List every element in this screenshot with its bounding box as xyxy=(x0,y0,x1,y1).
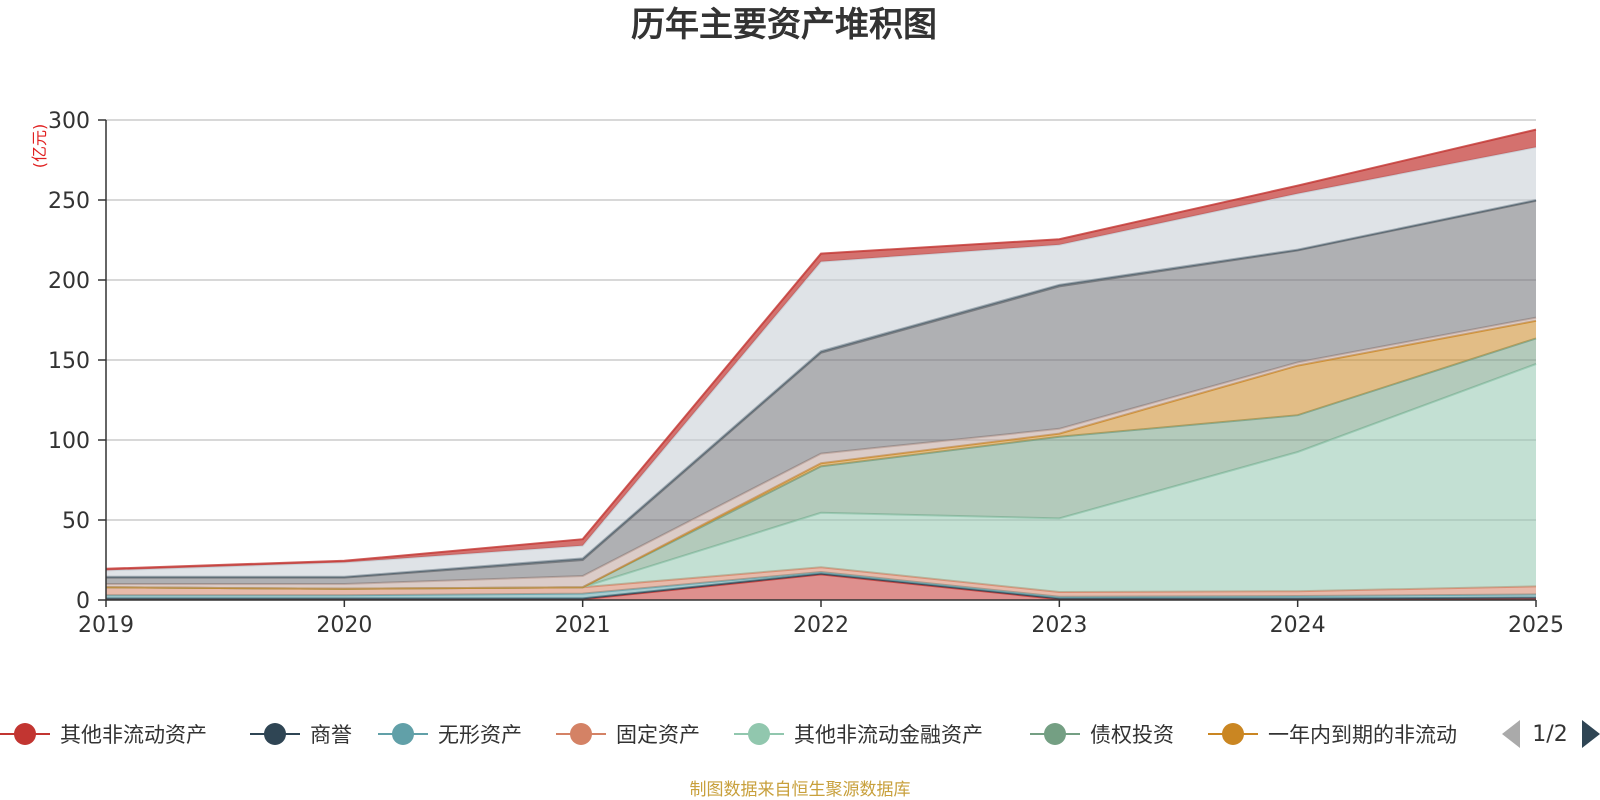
legend-next-page-icon[interactable] xyxy=(1582,720,1600,748)
x-tick-label: 2024 xyxy=(1270,613,1326,638)
legend-item-1[interactable]: 商誉 xyxy=(250,723,352,747)
area-top-line xyxy=(105,128,1537,570)
legend-marker-icon xyxy=(392,723,414,745)
y-tick-label: 200 xyxy=(48,269,90,294)
area-fill xyxy=(106,364,1536,592)
y-tick-label: 0 xyxy=(76,589,90,614)
axes: 2019 2020 2021 2022 2023 2024 2025 xyxy=(78,119,1564,638)
legend-label: 其他非流动金融资产 xyxy=(794,723,983,747)
y-tick-label: 250 xyxy=(48,189,90,214)
area-fill xyxy=(106,338,1536,589)
legend-item-3[interactable]: 固定资产 xyxy=(556,723,700,747)
area-fill xyxy=(106,200,1536,585)
x-tick-label: 2025 xyxy=(1508,613,1564,638)
area-series-group xyxy=(105,128,1537,601)
legend-item-0[interactable]: 其他非流动资产 xyxy=(0,723,207,747)
data-source-note: 制图数据来自恒生聚源数据库 xyxy=(690,780,911,800)
y-tick-label: 300 xyxy=(48,109,90,134)
legend-label: 固定资产 xyxy=(616,723,700,747)
y-tick-label: 100 xyxy=(48,429,90,454)
legend-item-2[interactable]: 无形资产 xyxy=(378,723,522,747)
legend-label: 债权投资 xyxy=(1090,723,1174,747)
area-fill xyxy=(106,567,1536,597)
x-tick-label: 2023 xyxy=(1031,613,1087,638)
legend: 其他非流动资产 商誉 无形资产 固定资产 其他非流动金融资产 债权投资 一年内到期的非流动 xyxy=(0,723,1457,747)
legend-label: 其他非流动资产 xyxy=(60,723,207,747)
y-tick-label: 50 xyxy=(62,509,90,534)
legend-marker-icon xyxy=(264,723,286,745)
legend-prev-page-icon[interactable] xyxy=(1502,720,1520,748)
legend-marker-icon xyxy=(14,723,36,745)
y-axis-unit: (亿元) xyxy=(30,124,49,169)
chart-title: 历年主要资产堆积图 xyxy=(631,5,937,45)
area-fill xyxy=(106,574,1536,600)
legend-marker-icon xyxy=(1222,723,1244,745)
legend-marker-icon xyxy=(748,723,770,745)
area-series-11 xyxy=(105,128,1537,571)
legend-label: 无形资产 xyxy=(438,723,522,747)
x-tick-label: 2020 xyxy=(316,613,372,638)
x-tick-label: 2019 xyxy=(78,613,134,638)
x-tick-label: 2021 xyxy=(555,613,611,638)
legend-marker-icon xyxy=(1044,723,1066,745)
legend-item-4[interactable]: 其他非流动金融资产 xyxy=(734,723,983,747)
legend-label: 商誉 xyxy=(310,723,352,747)
y-tick-label: 150 xyxy=(48,349,90,374)
legend-label: 一年内到期的非流动 xyxy=(1268,723,1457,747)
legend-page-indicator: 1/2 xyxy=(1532,722,1567,747)
x-tick-label: 2022 xyxy=(793,613,849,638)
legend-item-5[interactable]: 债权投资 xyxy=(1030,723,1174,747)
area-fill xyxy=(106,147,1536,577)
legend-pager: 1/2 xyxy=(1502,720,1600,748)
area-fill xyxy=(106,129,1536,571)
legend-marker-icon xyxy=(570,723,592,745)
legend-item-6[interactable]: 一年内到期的非流动 xyxy=(1208,723,1457,747)
